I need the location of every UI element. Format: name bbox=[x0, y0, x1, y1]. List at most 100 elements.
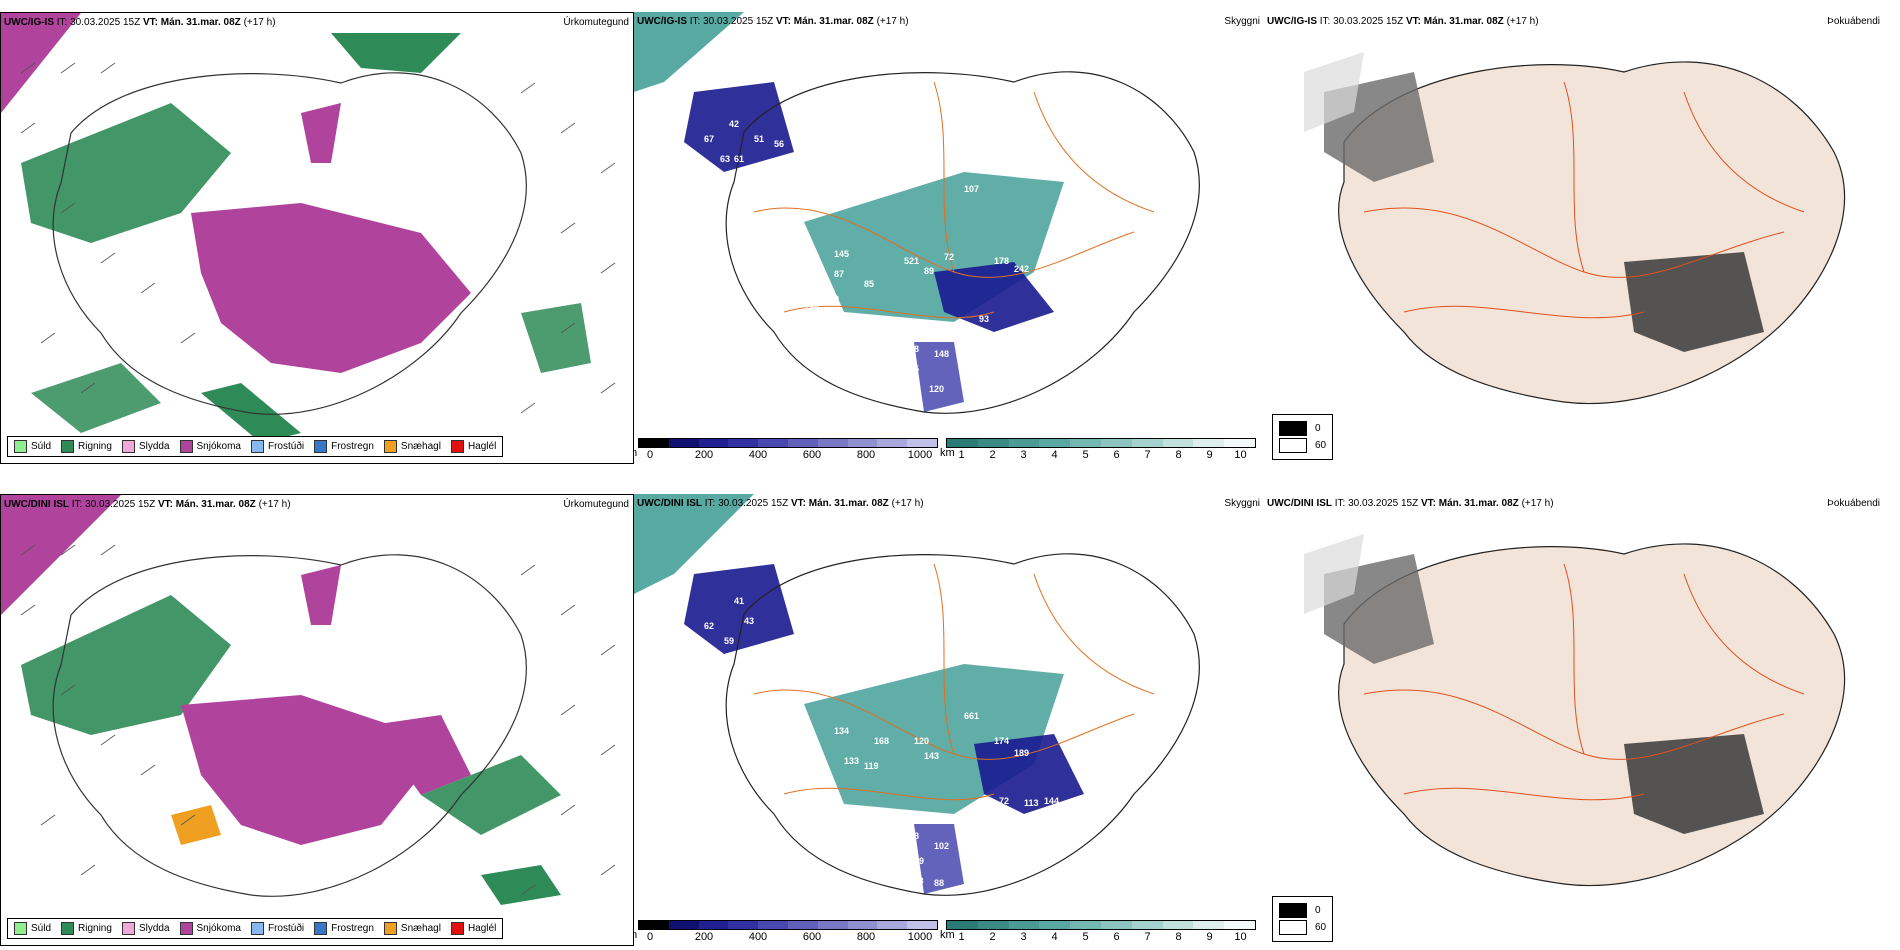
precip-type-map-top: UWC/IG-IS IT: 30.03.2025 15Z VT: Mán. 31… bbox=[0, 12, 634, 464]
svg-text:51: 51 bbox=[754, 134, 764, 144]
tick-label: 8 bbox=[1175, 931, 1182, 943]
fog-map-svg bbox=[1304, 52, 1845, 405]
svg-text:117: 117 bbox=[1039, 814, 1054, 824]
svg-text:88: 88 bbox=[934, 878, 944, 888]
tick-label: 4 bbox=[1051, 449, 1058, 461]
tick-label: 600 bbox=[802, 449, 822, 461]
svg-text:79: 79 bbox=[804, 756, 814, 766]
svg-text:120: 120 bbox=[929, 384, 944, 394]
panel-title: UWC/IG-IS IT: 30.03.2025 15Z VT: Mán. 31… bbox=[637, 16, 909, 27]
svg-text:113: 113 bbox=[1024, 798, 1039, 808]
tick-label: 1 bbox=[958, 931, 965, 943]
panel-title: UWC/DINI ISL IT: 30.03.2025 15Z VT: Mán.… bbox=[1267, 498, 1554, 509]
svg-text:87: 87 bbox=[834, 269, 844, 279]
svg-text:178: 178 bbox=[994, 256, 1009, 266]
legend-item-rigning: Rigning bbox=[61, 440, 112, 453]
svg-text:120: 120 bbox=[914, 736, 929, 746]
legend-item-snjokoma: Snjókoma bbox=[179, 440, 241, 453]
fog-map-svg bbox=[1304, 534, 1845, 887]
svg-text:93: 93 bbox=[979, 314, 989, 324]
tick-label: 0 bbox=[646, 931, 654, 943]
legend-item-frostregn: Frostregn bbox=[314, 440, 374, 453]
legend-item-frostregn: Frostregn bbox=[314, 922, 374, 935]
svg-text:107: 107 bbox=[964, 184, 979, 194]
cloudbase-colorbar: m 0 200 400 600 800 1000 bbox=[634, 438, 938, 464]
panel-field-name: Þokuábendi bbox=[1827, 498, 1880, 509]
svg-text:99: 99 bbox=[914, 856, 924, 866]
legend-item-frostudi: Frostúði bbox=[250, 440, 304, 453]
panel-title: UWC/IG-IS IT: 30.03.2025 15Z VT: Mán. 31… bbox=[4, 17, 276, 28]
panel-field-name: Úrkomutegund bbox=[563, 499, 629, 510]
tick-label: 5 bbox=[1082, 931, 1089, 943]
svg-text:61: 61 bbox=[734, 154, 744, 164]
svg-text:89: 89 bbox=[924, 266, 934, 276]
fog-legend: 0 60 bbox=[1272, 896, 1334, 942]
tick-label: 4 bbox=[1051, 931, 1058, 943]
legend-item-slydda: Slydda bbox=[121, 922, 170, 935]
svg-text:174: 174 bbox=[994, 736, 1009, 746]
fog-legend-min: 0 bbox=[1315, 905, 1321, 916]
svg-text:79: 79 bbox=[1014, 816, 1024, 826]
legend-item-slydda: Slydda bbox=[121, 440, 170, 453]
fog-legend-max: 60 bbox=[1315, 440, 1327, 451]
svg-text:41: 41 bbox=[734, 596, 744, 606]
tick-label: 800 bbox=[856, 931, 876, 943]
legend-item-sudl: Súld bbox=[14, 922, 51, 935]
panel-title: UWC/DINI ISL IT: 30.03.2025 15Z VT: Mán.… bbox=[637, 498, 924, 509]
svg-text:242: 242 bbox=[1014, 264, 1029, 274]
tick-label: 200 bbox=[694, 931, 714, 943]
svg-text:248: 248 bbox=[904, 344, 919, 354]
tick-label: 10 bbox=[1234, 931, 1247, 943]
svg-text:148: 148 bbox=[904, 831, 919, 841]
legend-item-snjokoma: Snjókoma bbox=[179, 922, 241, 935]
svg-text:95: 95 bbox=[904, 384, 914, 394]
visibility-colorbar: km 1 2 3 4 5 6 7 8 9 10 bbox=[940, 438, 1256, 464]
svg-text:43: 43 bbox=[744, 616, 754, 626]
svg-text:144: 144 bbox=[1044, 796, 1059, 806]
svg-text:67: 67 bbox=[704, 134, 714, 144]
legend-item-snaehagl: Snæhagl bbox=[383, 440, 441, 453]
svg-text:195: 195 bbox=[814, 776, 829, 786]
cloud-visibility-map-bottom: UWC/DINI ISL IT: 30.03.2025 15Z VT: Mán.… bbox=[634, 494, 1264, 946]
fog-index-map-bottom: UWC/DINI ISL IT: 30.03.2025 15Z VT: Mán.… bbox=[1264, 494, 1900, 946]
tick-label: 9 bbox=[1206, 931, 1213, 943]
svg-text:72: 72 bbox=[999, 796, 1009, 806]
svg-text:63: 63 bbox=[720, 154, 730, 164]
svg-text:661: 661 bbox=[964, 711, 979, 721]
tick-label: 5 bbox=[1082, 449, 1089, 461]
svg-text:215: 215 bbox=[904, 364, 919, 374]
svg-text:134: 134 bbox=[834, 726, 849, 736]
fog-legend: 0 60 bbox=[1272, 414, 1334, 460]
tick-label: 0 bbox=[646, 449, 654, 461]
svg-text:118: 118 bbox=[909, 876, 924, 886]
tick-label: 3 bbox=[1020, 931, 1027, 943]
panel-field-name: Skyggni bbox=[1224, 498, 1260, 509]
tick-label: 7 bbox=[1144, 449, 1151, 461]
svg-text:119: 119 bbox=[864, 761, 879, 771]
precip-type-map-bottom: UWC/DINI ISL IT: 30.03.2025 15Z VT: Mán.… bbox=[0, 494, 634, 946]
tick-label: 10 bbox=[1234, 449, 1247, 461]
precip-map-svg bbox=[1, 495, 616, 905]
legend-item-frostudi: Frostúði bbox=[250, 922, 304, 935]
legend-item-haglel: Haglél bbox=[450, 922, 496, 935]
tick-label: 8 bbox=[1175, 449, 1182, 461]
svg-text:170: 170 bbox=[824, 294, 839, 304]
svg-text:32: 32 bbox=[1064, 816, 1074, 826]
svg-text:42: 42 bbox=[729, 119, 739, 129]
tick-label: 600 bbox=[802, 931, 822, 943]
precip-legend: Súld Rigning Slydda Snjókoma Frostúði Fr… bbox=[7, 436, 504, 457]
legend-item-rigning: Rigning bbox=[61, 922, 112, 935]
legend-item-haglel: Haglél bbox=[450, 440, 496, 453]
svg-text:83: 83 bbox=[814, 269, 824, 279]
panel-field-name: Þokuábendi bbox=[1827, 16, 1880, 27]
tick-label: 400 bbox=[748, 449, 768, 461]
legend-item-sudl: Súld bbox=[14, 440, 51, 453]
tick-label: 6 bbox=[1113, 449, 1120, 461]
tick-label: 7 bbox=[1144, 931, 1151, 943]
panel-field-name: Úrkomutegund bbox=[563, 17, 629, 28]
svg-text:143: 143 bbox=[924, 751, 939, 761]
svg-text:168: 168 bbox=[874, 736, 889, 746]
precip-legend: Súld Rigning Slydda Snjókoma Frostúði Fr… bbox=[7, 918, 504, 939]
tick-label: 3 bbox=[1020, 449, 1027, 461]
visibility-colorbar: km 1 2 3 4 5 6 7 8 9 10 bbox=[940, 920, 1256, 946]
